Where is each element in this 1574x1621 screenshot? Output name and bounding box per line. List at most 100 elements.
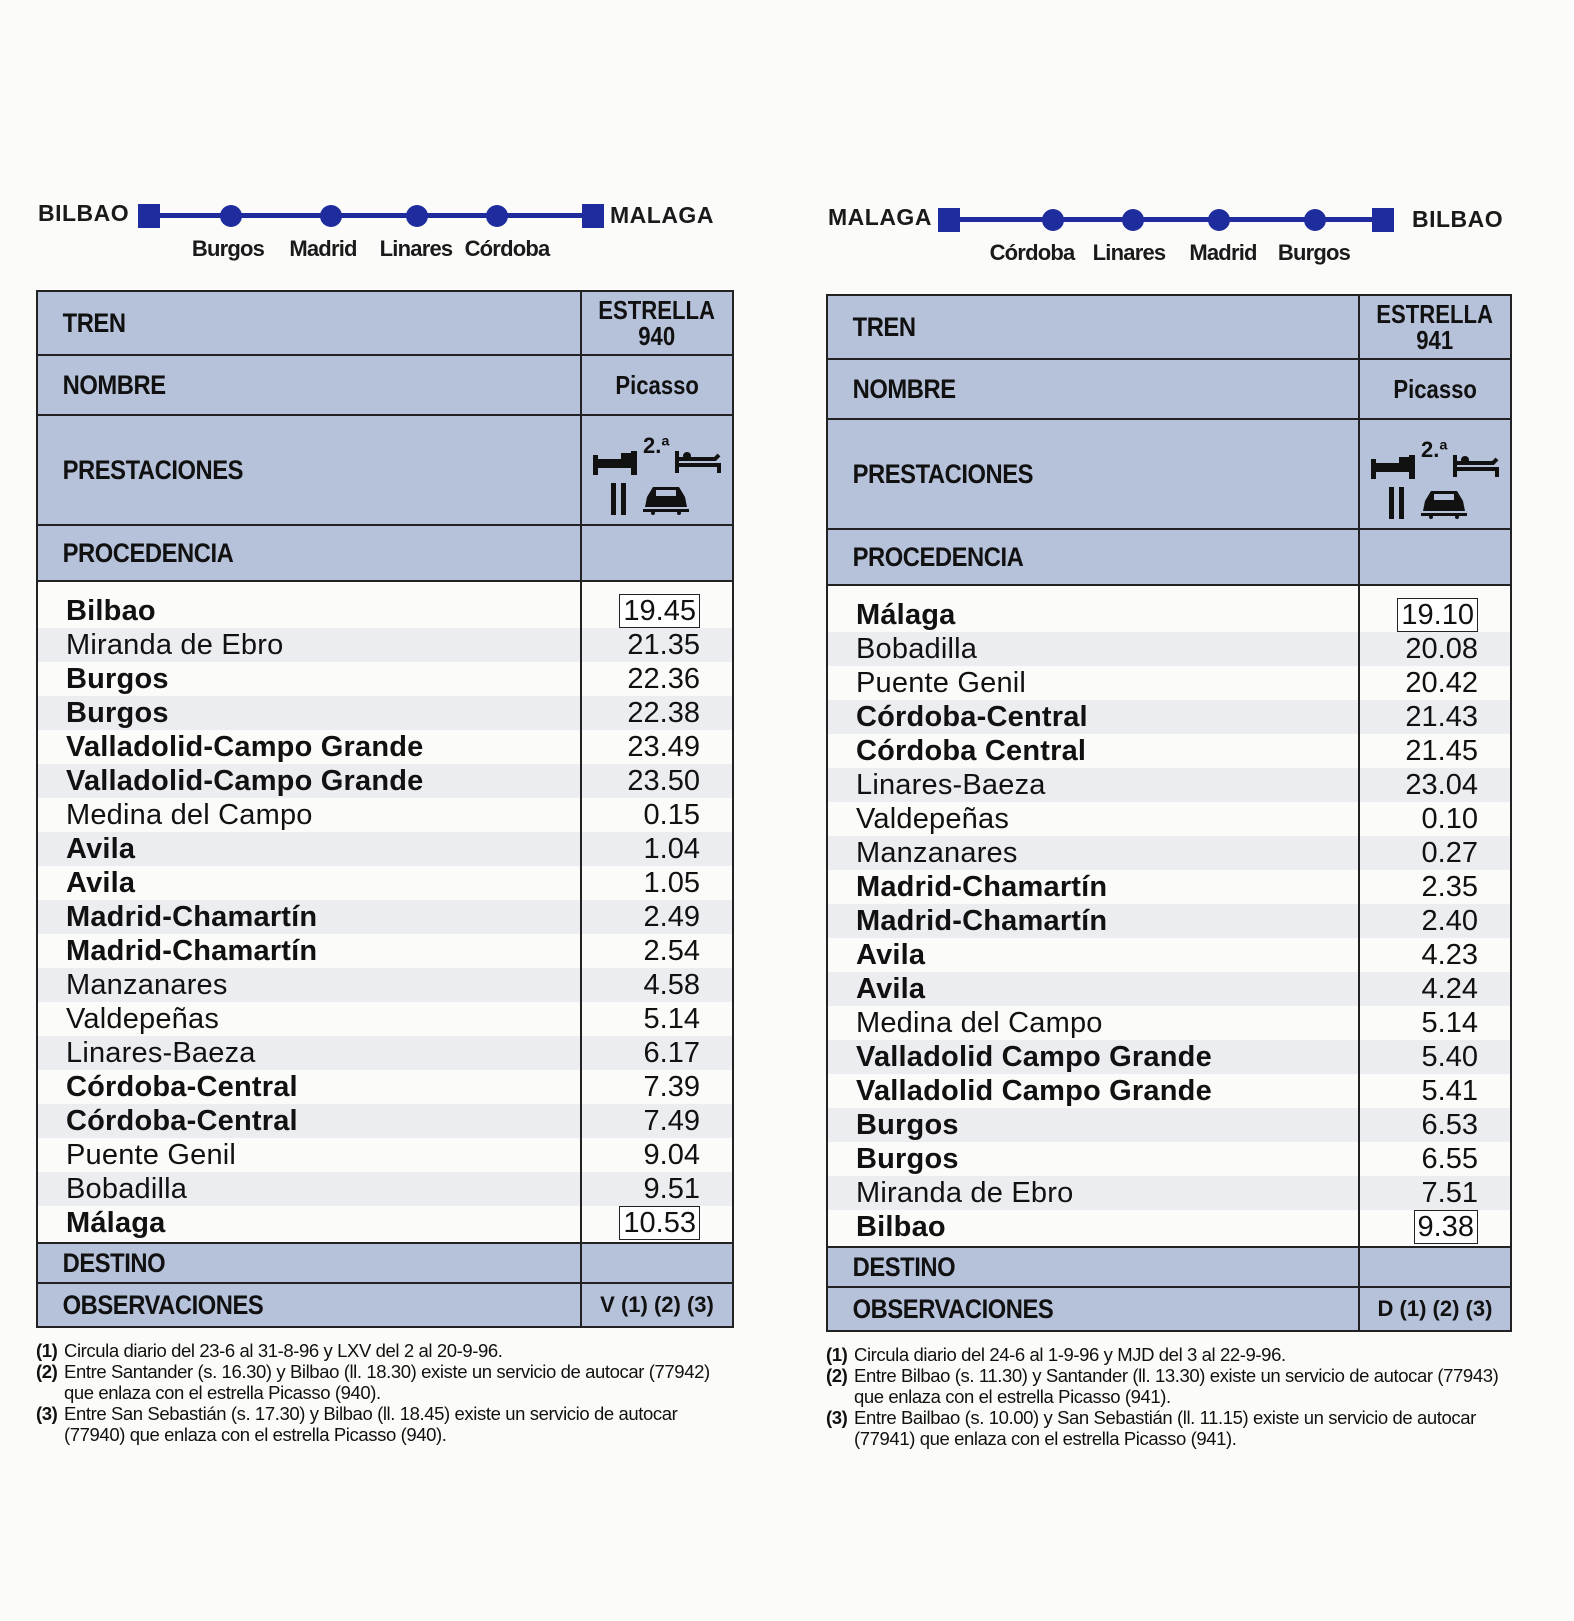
time-value: 6.53 [1421,1109,1478,1141]
departure-time: 9.51 [582,1172,732,1206]
footnote: (3) Entre Bailbao (s. 10.00) y San Sebast… [826,1407,1526,1449]
station-name: Córdoba-Central [66,1071,298,1103]
station-name: Miranda de Ebro [828,1176,1358,1210]
footnote-text: Entre San Sebastián (s. 17.30) y Bilbao … [64,1403,678,1445]
time-value: 4.23 [1421,939,1478,971]
time-value: 2.40 [1421,905,1478,937]
departure-time: 19.45 [582,594,732,628]
route-stop-label: Madrid [1189,240,1257,265]
row-observaciones: OBSERVACIONES V (1) (2) (3) [38,1284,732,1326]
departure-time: 5.14 [1360,1006,1510,1040]
timetable-panel-malaga-bilbao: MALAGA BILBAO Córdoba Linares Madrid Bur… [826,194,1526,1449]
class-label: 2.ª [643,433,670,458]
route-stop-marker [486,205,508,227]
time-value: 5.14 [1421,1007,1478,1039]
station-name: Madrid-Chamartín [828,904,1358,938]
route-stop-label: Burgos [191,236,265,261]
time-value: 21.35 [627,629,700,661]
train-name: Picasso [615,370,699,400]
footnote-number: (3) [826,1407,848,1428]
timetable-panel-bilbao-malaga: BILBAO MALAGA Burgos Madrid Linares Córd… [36,190,736,1445]
departure-time: 9.04 [582,1138,732,1172]
route-line [948,217,1384,222]
tren-label: TREN [852,311,916,342]
station-name: Bobadilla [828,632,1358,666]
station-column: Bilbao Miranda de Ebro Burgos Burgos Vallado… [38,582,580,1242]
station-name: Bobadilla [38,1172,580,1206]
route-origin: MALAGA [828,204,932,230]
car-transport-icon [643,487,689,515]
footnote-number: (2) [826,1365,848,1386]
route-origin: BILBAO [38,200,130,226]
departure-time: 23.50 [582,764,732,798]
time-value: 2.49 [643,901,700,933]
station-name: Miranda de Ebro [38,628,580,662]
couchette-icon [1453,455,1499,477]
timetable-body: Bilbao Miranda de Ebro Burgos Burgos Vallado… [38,582,732,1244]
departure-time: 2.40 [1360,904,1510,938]
departure-time: 5.14 [582,1002,732,1036]
nombre-value: Picasso [580,356,732,414]
prestaciones-label: PRESTACIONES [62,454,244,485]
route-destination: MALAGA [610,202,714,228]
footnote-text: Circula diario del 24-6 al 1-9-96 y MJD … [854,1344,1286,1365]
tren-label: TREN [62,307,126,338]
departure-time: 5.41 [1360,1074,1510,1108]
time-value: 6.55 [1421,1143,1478,1175]
row-prestaciones: PRESTACIONES 2.ª [38,416,732,526]
timetable: TREN ESTRELLA 940 NOMBRE Picasso PRESTAC… [36,290,734,1328]
destino-value [1358,1248,1510,1286]
station-name: Medina del Campo [66,799,313,831]
timetable: TREN ESTRELLA 941 NOMBRE Picasso PRESTAC… [826,294,1512,1332]
route-stop-marker [320,205,342,227]
route-stop-marker [1122,209,1144,231]
observaciones-codes: V (1) (2) (3) [600,1292,714,1317]
departure-time: 22.36 [582,662,732,696]
bed-icon [1371,455,1415,479]
station-name: Córdoba-Central [38,1104,580,1138]
station-name: Avila [38,832,580,866]
time-value: 5.40 [1421,1041,1478,1073]
nombre-value: Picasso [1358,360,1510,418]
departure-time: 4.24 [1360,972,1510,1006]
route-diagram: BILBAO MALAGA Burgos Madrid Linares Córd… [36,190,736,290]
departure-time: 21.43 [1360,700,1510,734]
route-destination-marker [582,204,604,228]
station-name: Burgos [38,696,580,730]
observaciones-value: V (1) (2) (3) [580,1284,732,1326]
observaciones-codes: D (1) (2) (3) [1377,1296,1493,1321]
station-name: Avila [828,972,1358,1006]
station-name: Manzanares [828,836,1358,870]
time-value: 1.04 [643,833,700,865]
route-stop-label: Córdoba [464,236,551,261]
destino-value [580,1244,732,1282]
route-stop-marker [1208,209,1230,231]
time-value: 9.38 [1413,1210,1478,1244]
departure-time: 0.27 [1360,836,1510,870]
station-name: Valladolid-Campo Grande [66,731,424,763]
tren-number: 941 [1416,325,1454,355]
station-name: Valladolid Campo Grande [828,1040,1358,1074]
station-name: Bilbao [856,1211,946,1243]
time-value: 6.17 [643,1037,700,1069]
route-stop-marker [220,205,242,227]
row-destino: DESTINO [828,1248,1510,1288]
time-value: 7.39 [643,1071,700,1103]
time-value: 4.58 [643,969,700,1001]
prestaciones-label: PRESTACIONES [852,458,1034,489]
footnote-number: (2) [36,1361,58,1382]
departure-time: 10.53 [582,1206,732,1240]
footnote: (1) Circula diario del 24-6 al 1-9-96 y M… [826,1344,1526,1365]
station-name: Burgos [856,1143,959,1175]
route-stop-marker [1042,209,1064,231]
departure-time: 6.55 [1360,1142,1510,1176]
row-procedencia: PROCEDENCIA [828,530,1510,586]
departure-time: 2.49 [582,900,732,934]
departure-time: 19.10 [1360,598,1510,632]
tren-type: ESTRELLA [1376,299,1494,329]
departure-time: 0.10 [1360,802,1510,836]
station-name: Bilbao [66,595,156,627]
footnote-text: Entre Bailbao (s. 10.00) y San Sebastián… [854,1407,1476,1449]
couchette-icon [675,451,721,473]
station-name: Burgos [828,1108,1358,1142]
